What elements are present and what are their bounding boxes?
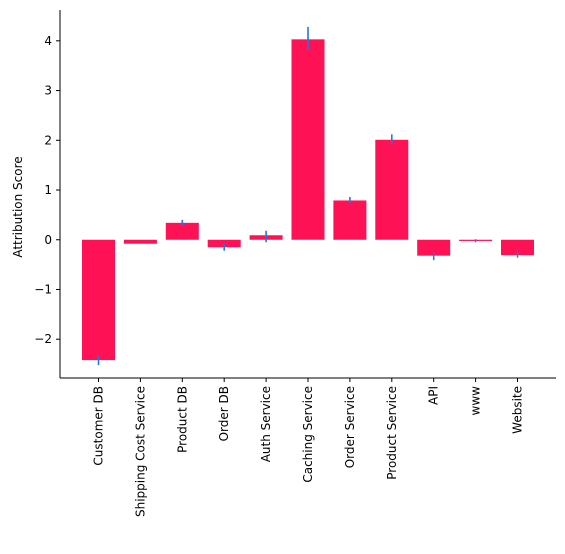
x-tick-label: Order DB xyxy=(217,386,231,441)
x-tick-label: Caching Service xyxy=(301,386,315,483)
bar xyxy=(82,239,115,361)
y-tick-label: 1 xyxy=(44,183,52,197)
bar xyxy=(375,139,409,240)
error-bars-layer xyxy=(97,26,519,366)
x-tick-label: Customer DB xyxy=(92,386,106,466)
x-tick-label: API xyxy=(427,386,441,405)
bar xyxy=(501,239,534,256)
x-tick-label: Shipping Cost Service xyxy=(133,386,147,517)
x-tick-label: Product Service xyxy=(385,386,399,480)
bar xyxy=(291,39,325,240)
y-tick-label: 2 xyxy=(44,133,52,147)
x-tick-label: Website xyxy=(511,386,525,434)
x-tick-label: Product DB xyxy=(175,386,189,453)
x-tick-label: www xyxy=(469,386,483,416)
bar xyxy=(123,239,157,244)
x-tick-label: Auth Service xyxy=(259,386,273,462)
bar xyxy=(333,200,367,240)
bar xyxy=(417,239,451,256)
bars-layer xyxy=(82,39,534,361)
y-tick-label: 4 xyxy=(44,34,52,48)
y-tick-label: −2 xyxy=(34,332,52,346)
y-axis-label: Attribution Score xyxy=(11,156,25,257)
bar xyxy=(207,239,241,248)
y-tick-label: 0 xyxy=(44,233,52,247)
x-ticks-layer: Customer DB Shipping Cost Service Product … xyxy=(92,378,525,517)
y-ticks-layer: −2 −1 0 1 2 3 4 xyxy=(34,34,60,346)
y-tick-label: −1 xyxy=(34,282,52,296)
y-tick-label: 3 xyxy=(44,84,52,98)
x-tick-label: Order Service xyxy=(343,386,357,468)
bar xyxy=(165,222,199,240)
